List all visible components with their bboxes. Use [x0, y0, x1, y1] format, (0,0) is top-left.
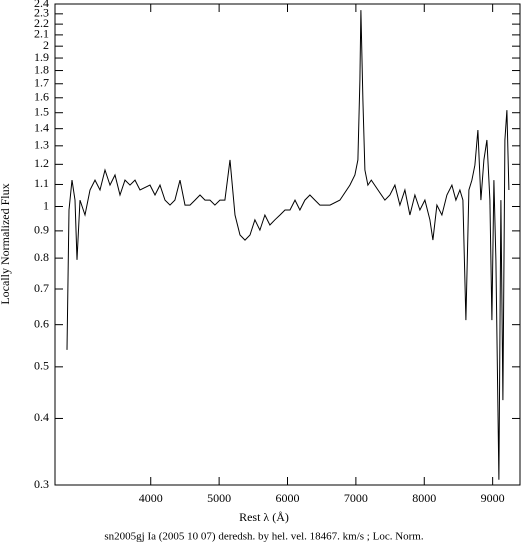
y-tick-label: 0.6 — [34, 316, 49, 330]
y-tick-label: 1.1 — [34, 176, 49, 190]
y-tick-label: 1.2 — [34, 156, 49, 170]
x-tick-label: 7000 — [344, 491, 368, 505]
y-tick-label: 1.4 — [34, 120, 49, 134]
y-tick-label: 0.4 — [34, 410, 49, 424]
y-tick-label: 2.4 — [34, 0, 49, 10]
y-tick-label: 0.7 — [34, 281, 49, 295]
y-tick-label: 1.8 — [34, 62, 49, 76]
x-tick-label: 9000 — [481, 491, 505, 505]
spectrum-line — [66, 10, 510, 480]
y-tick-label: 2.1 — [34, 27, 49, 41]
y-axis-label: Locally Normalized Flux — [0, 183, 12, 304]
y-tick-label: 2.3 — [34, 6, 49, 20]
y-tick-label: 1.6 — [34, 90, 49, 104]
y-tick-label: 0.8 — [34, 250, 49, 264]
x-axis-label: Rest λ (Å) — [239, 510, 289, 524]
y-tick-label: 1.3 — [34, 138, 49, 152]
y-tick-label: 1.9 — [34, 50, 49, 64]
y-tick-label: 0.5 — [34, 359, 49, 373]
plot-frame — [54, 3, 521, 486]
x-tick-label: 6000 — [276, 491, 300, 505]
y-tick-label: 2.2 — [34, 16, 49, 30]
y-tick-label: 0.9 — [34, 223, 49, 237]
x-tick-label: 5000 — [207, 491, 231, 505]
y-tick-label: 1 — [43, 198, 49, 212]
y-tick-label: 0.3 — [34, 477, 49, 491]
y-tick-label: 1.7 — [34, 76, 49, 90]
x-tick-label: 8000 — [412, 491, 436, 505]
x-tick-label: 4000 — [139, 491, 163, 505]
y-tick-label: 2 — [43, 38, 49, 52]
y-tick-label: 1.5 — [34, 104, 49, 118]
caption: sn2005gj Ia (2005 10 07) deredsh. by hel… — [104, 531, 424, 543]
